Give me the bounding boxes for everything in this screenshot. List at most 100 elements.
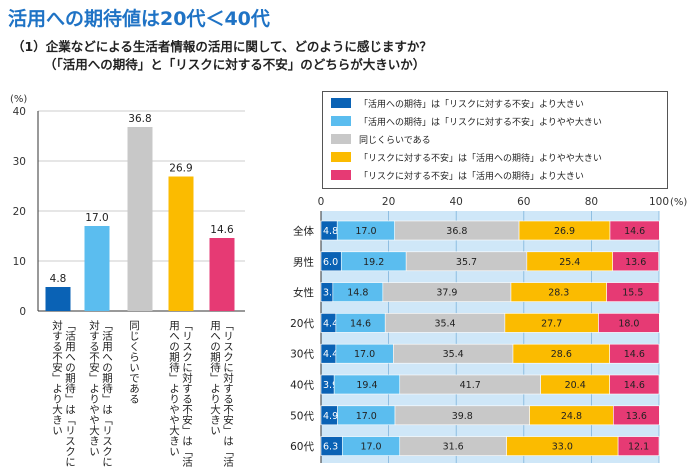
bar bbox=[209, 238, 235, 311]
y-axis-unit: (%) bbox=[10, 94, 27, 105]
x-tick-label: 100 bbox=[649, 196, 669, 208]
segment-value-label: 35.4 bbox=[443, 349, 464, 360]
segment-value-label: 37.9 bbox=[436, 288, 457, 299]
bar bbox=[168, 176, 194, 311]
y-tick-label: 20 bbox=[13, 206, 26, 218]
segment-value-label: 26.9 bbox=[554, 226, 575, 237]
row-label: 50代 bbox=[290, 410, 314, 422]
legend-label: 「リスクに対する不安」は「活用への期待」よりやや大きい bbox=[359, 153, 602, 164]
segment-value-label: 6.0 bbox=[323, 257, 338, 268]
page-title: 活用への期待値は20代＜40代 bbox=[8, 8, 270, 30]
segment-value-label: 17.0 bbox=[355, 226, 376, 237]
segment-value-label: 17.0 bbox=[356, 411, 377, 422]
y-tick-label: 30 bbox=[13, 156, 26, 168]
segment-value-label: 31.6 bbox=[443, 442, 464, 453]
plot-area-background bbox=[321, 211, 659, 463]
segment-value-label: 13.6 bbox=[626, 411, 647, 422]
category-label: 「活用への期待」は「リスクに対する不安」より大きい bbox=[51, 320, 76, 467]
segment-value-label: 19.4 bbox=[356, 380, 377, 391]
x-axis-unit: (%) bbox=[670, 197, 687, 208]
x-tick-label: 80 bbox=[585, 196, 598, 208]
segment-value-label: 4.8 bbox=[323, 226, 338, 237]
legend-item: 同じくらいである bbox=[331, 132, 431, 146]
segment-value-label: 14.6 bbox=[624, 380, 645, 391]
bar bbox=[127, 127, 153, 311]
legend-item: 「活用への期待」は「リスクに対する不安」より大きい bbox=[331, 96, 584, 110]
bar-segment bbox=[613, 405, 660, 426]
segment-value-label: 14.6 bbox=[624, 349, 645, 360]
segment-value-label: 19.2 bbox=[363, 257, 384, 268]
segment-value-label: 36.8 bbox=[446, 226, 467, 237]
legend-label: 「活用への期待」は「リスクに対する不安」より大きい bbox=[359, 99, 584, 110]
segment-value-label: 25.4 bbox=[559, 257, 580, 268]
y-tick-label: 40 bbox=[13, 106, 26, 118]
bar-segment bbox=[609, 343, 660, 364]
segment-value-label: 4.4 bbox=[323, 318, 338, 329]
row-label: 男性 bbox=[293, 255, 314, 268]
question-subtext: （「活用への期待」と「リスクに対する不安」のどちらが大きいか） bbox=[44, 57, 426, 72]
bar-value-label: 26.9 bbox=[169, 163, 192, 175]
y-tick-label: 0 bbox=[19, 306, 26, 318]
bar-value-label: 14.6 bbox=[210, 224, 234, 236]
legend-swatch bbox=[331, 116, 351, 126]
segment-value-label: 14.6 bbox=[350, 318, 371, 329]
segment-value-label: 41.7 bbox=[460, 380, 481, 391]
legend-swatch bbox=[331, 170, 351, 180]
bar-segment bbox=[609, 374, 660, 395]
segment-value-label: 35.7 bbox=[456, 257, 477, 268]
legend-item: 「リスクに対する不安」は「活用への期待」より大きい bbox=[331, 168, 584, 182]
segment-value-label: 20.4 bbox=[565, 380, 586, 391]
row-label: 全体 bbox=[293, 225, 314, 238]
segment-value-label: 3.9 bbox=[323, 380, 338, 391]
bar-segment bbox=[617, 436, 660, 456]
bar bbox=[84, 226, 110, 311]
bar-value-label: 17.0 bbox=[85, 212, 108, 224]
segment-value-label: 24.8 bbox=[561, 411, 582, 422]
row-label: 20代 bbox=[290, 318, 314, 330]
segment-value-label: 27.7 bbox=[541, 318, 562, 329]
category-label: 「活用への期待」は「リスクに対する不安」よりやや大きい bbox=[88, 320, 113, 467]
segment-value-label: 39.8 bbox=[452, 411, 473, 422]
bar-segment bbox=[609, 220, 660, 241]
segment-value-label: 3.5 bbox=[323, 288, 338, 299]
segment-value-label: 4.4 bbox=[323, 349, 338, 360]
bar-value-label: 4.8 bbox=[50, 273, 67, 285]
legend-label: 「リスクに対する不安」は「活用への期待」より大きい bbox=[359, 171, 584, 182]
segment-value-label: 14.8 bbox=[347, 288, 368, 299]
segment-value-label: 28.3 bbox=[548, 288, 569, 299]
segment-value-label: 4.9 bbox=[323, 411, 338, 422]
legend-swatch bbox=[331, 134, 351, 144]
x-tick-label: 0 bbox=[318, 196, 325, 208]
segment-value-label: 13.6 bbox=[625, 257, 646, 268]
bar-segment bbox=[598, 313, 660, 333]
row-label: 30代 bbox=[290, 349, 314, 361]
x-tick-label: 40 bbox=[450, 196, 463, 208]
segment-value-label: 33.0 bbox=[552, 442, 573, 453]
segment-value-label: 12.1 bbox=[628, 442, 649, 453]
legend-swatch bbox=[331, 98, 351, 108]
legend-label: 「活用への期待」は「リスクに対する不安」よりやや大きい bbox=[359, 117, 602, 128]
legend-item: 「活用への期待」は「リスクに対する不安」よりやや大きい bbox=[331, 114, 602, 128]
segment-value-label: 15.5 bbox=[622, 288, 643, 299]
segment-value-label: 17.0 bbox=[354, 349, 375, 360]
legend-swatch bbox=[331, 152, 351, 162]
legend-item: 「リスクに対する不安」は「活用への期待」よりやや大きい bbox=[331, 150, 602, 164]
y-tick-label: 10 bbox=[13, 256, 26, 268]
question-text: （1）企業などによる生活者情報の活用に関して、どのように感じますか？ bbox=[12, 39, 432, 54]
category-label: 「リスクに対する不安」は「活用への期待」より大きい bbox=[209, 320, 234, 467]
row-label: 女性 bbox=[293, 286, 314, 299]
segment-value-label: 14.6 bbox=[624, 226, 645, 237]
category-label: 「リスクに対する不安」は「活用への期待」よりやや大きい bbox=[168, 320, 193, 467]
bar-value-label: 36.8 bbox=[128, 113, 151, 125]
segment-value-label: 35.4 bbox=[434, 318, 455, 329]
row-label: 40代 bbox=[290, 380, 314, 392]
segment-value-label: 6.3 bbox=[323, 442, 338, 453]
row-label: 60代 bbox=[290, 441, 314, 453]
category-label: 同じくらいである bbox=[128, 320, 140, 404]
legend: 「活用への期待」は「リスクに対する不安」より大きい 「活用への期待」は「リスクに… bbox=[322, 91, 668, 189]
bar-segment bbox=[606, 282, 660, 302]
legend-label: 同じくらいである bbox=[359, 135, 431, 146]
x-tick-label: 20 bbox=[382, 196, 395, 208]
x-tick-label: 60 bbox=[517, 196, 530, 208]
